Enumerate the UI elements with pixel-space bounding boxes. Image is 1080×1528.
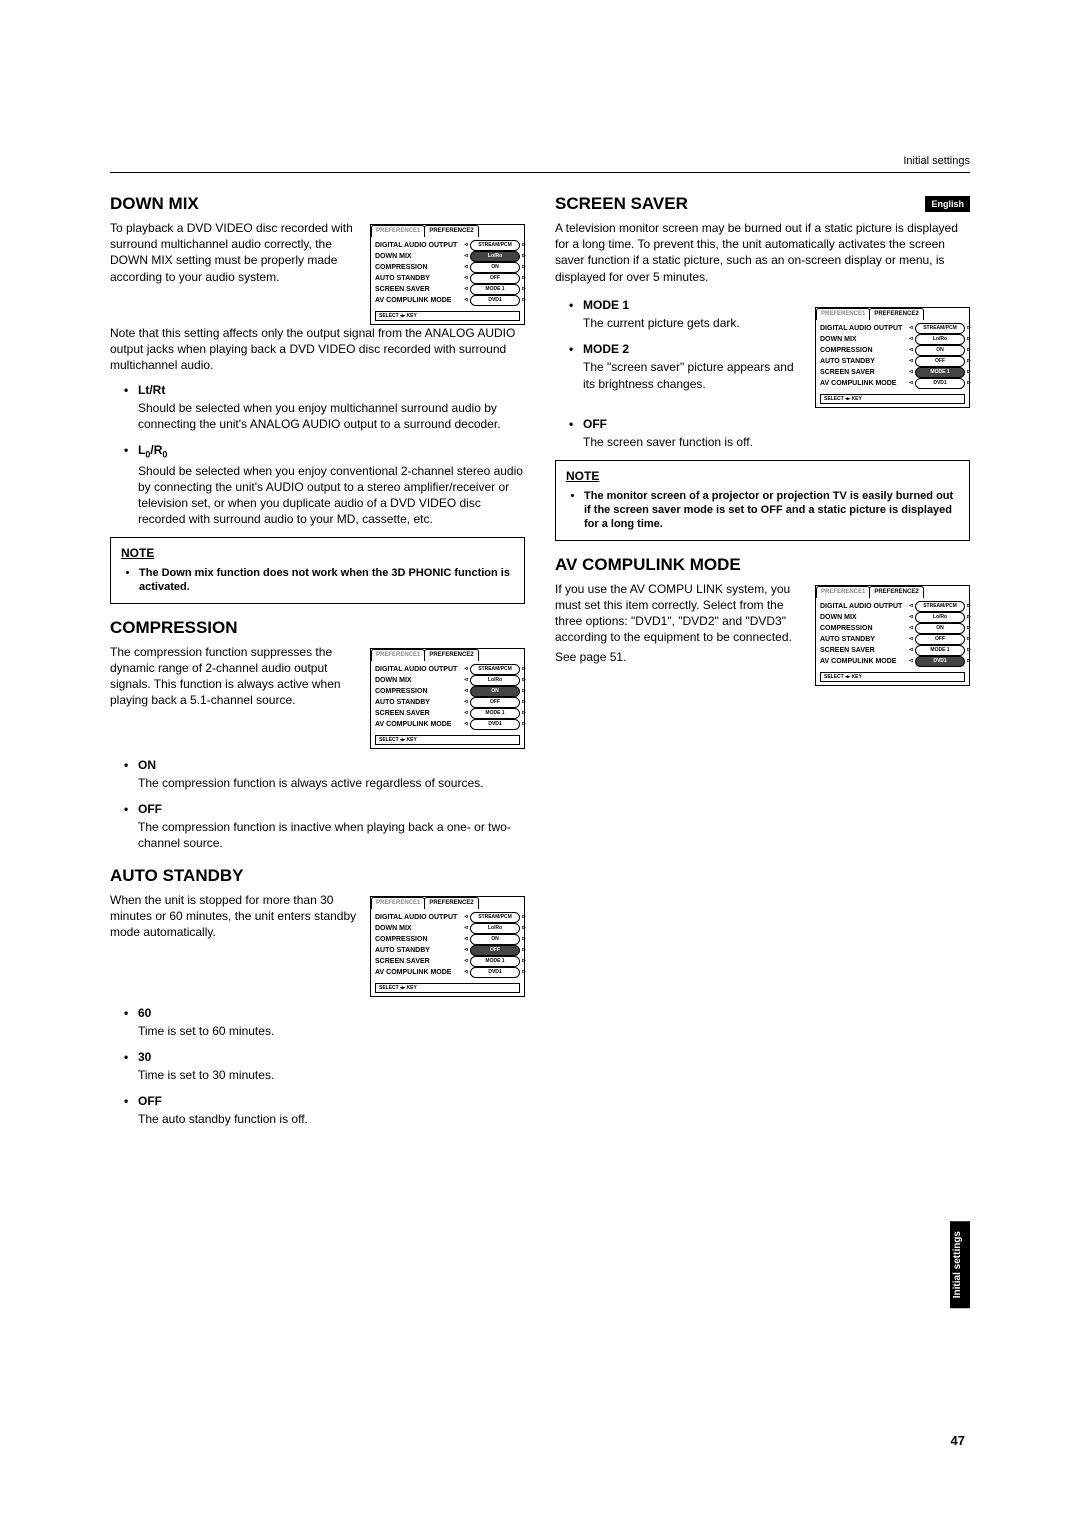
note-title: NOTE [566, 469, 959, 485]
side-tab: Initial settings [950, 1221, 970, 1308]
downmix-intro1: To playback a DVD VIDEO disc recorded wi… [110, 220, 358, 285]
ss-off-body: The screen saver function is off. [583, 434, 970, 450]
menu-tab-2: PREFERENCE2 [424, 225, 478, 237]
autostandby-30-body: Time is set to 30 minutes. [138, 1067, 525, 1083]
ss-mode2-label: MODE 2 [583, 341, 803, 357]
autostandby-30-label: 30 [138, 1049, 525, 1065]
downmix-note: NOTE The Down mix function does not work… [110, 537, 525, 603]
compression-items: ON The compression function is always ac… [110, 757, 525, 852]
compression-title: COMPRESSION [110, 618, 525, 638]
downmix-item-l0r0-label: L0/R0 [138, 442, 525, 461]
downmix-items: Lt/Rt Should be selected when you enjoy … [110, 382, 525, 528]
preference-menu-figure: PREFERENCE1 PREFERENCE2 DIGITAL AUDIO OU… [815, 307, 970, 408]
avcompu-title: AV COMPULINK MODE [555, 555, 970, 575]
compression-intro: The compression function suppresses the … [110, 644, 358, 709]
language-badge: English [925, 196, 970, 212]
autostandby-60-label: 60 [138, 1005, 525, 1021]
ss-mode1-body: The current picture gets dark. [583, 315, 803, 331]
header-breadcrumb: Initial settings [903, 155, 970, 167]
downmix-item-ltrt-label: Lt/Rt [138, 382, 525, 398]
right-column: SCREEN SAVER A television monitor screen… [555, 180, 970, 1138]
compression-off-body: The compression function is inactive whe… [138, 819, 525, 851]
autostandby-intro: When the unit is stopped for more than 3… [110, 892, 358, 941]
menu-footer: SELECT ◂▸ KEY [375, 311, 520, 321]
avcompu-intro2: See page 51. [555, 649, 803, 665]
left-column: DOWN MIX To playback a DVD VIDEO disc re… [110, 180, 525, 1138]
downmix-title: DOWN MIX [110, 194, 525, 214]
compression-off-label: OFF [138, 801, 525, 817]
downmix-intro2: Note that this setting affects only the … [110, 325, 525, 374]
preference-menu-figure: PREFERENCE1 PREFERENCE2 DIGITAL AUDIO OU… [370, 896, 525, 997]
autostandby-off-body: The auto standby function is off. [138, 1111, 525, 1127]
avcompu-intro: If you use the AV COMPU LINK system, you… [555, 581, 803, 646]
ss-mode1-label: MODE 1 [583, 297, 803, 313]
menu-tab-1: PREFERENCE1 [371, 225, 425, 237]
preference-menu-figure: PREFERENCE1 PREFERENCE2 DIGITAL AUDIO OU… [370, 648, 525, 749]
screensaver-intro: A television monitor screen may be burne… [555, 220, 970, 285]
autostandby-60-body: Time is set to 60 minutes. [138, 1023, 525, 1039]
autostandby-items: 60 Time is set to 60 minutes. 30 Time is… [110, 1005, 525, 1128]
ss-mode2-body: The "screen saver" picture appears and i… [583, 359, 803, 391]
autostandby-off-label: OFF [138, 1093, 525, 1109]
note-body: The Down mix function does not work when… [139, 566, 514, 595]
note-body: The monitor screen of a projector or pro… [584, 489, 959, 532]
autostandby-title: AUTO STANDBY [110, 866, 525, 886]
header-rule [110, 172, 970, 173]
screensaver-title: SCREEN SAVER [555, 194, 970, 214]
screensaver-items-cont: OFF The screen saver function is off. [555, 416, 970, 450]
preference-menu-figure: PREFERENCE1 PREFERENCE2 DIGITAL AUDIO OU… [370, 224, 525, 325]
downmix-item-ltrt-body: Should be selected when you enjoy multic… [138, 400, 525, 432]
downmix-item-l0r0-body: Should be selected when you enjoy conven… [138, 463, 525, 528]
preference-menu-figure: PREFERENCE1 PREFERENCE2 DIGITAL AUDIO OU… [815, 585, 970, 686]
compression-on-label: ON [138, 757, 525, 773]
ss-off-label: OFF [583, 416, 970, 432]
note-title: NOTE [121, 546, 514, 562]
page-number: 47 [951, 1433, 965, 1448]
compression-on-body: The compression function is always activ… [138, 775, 525, 791]
screensaver-note: NOTE The monitor screen of a projector o… [555, 460, 970, 540]
screensaver-items: MODE 1 The current picture gets dark. MO… [555, 297, 803, 392]
